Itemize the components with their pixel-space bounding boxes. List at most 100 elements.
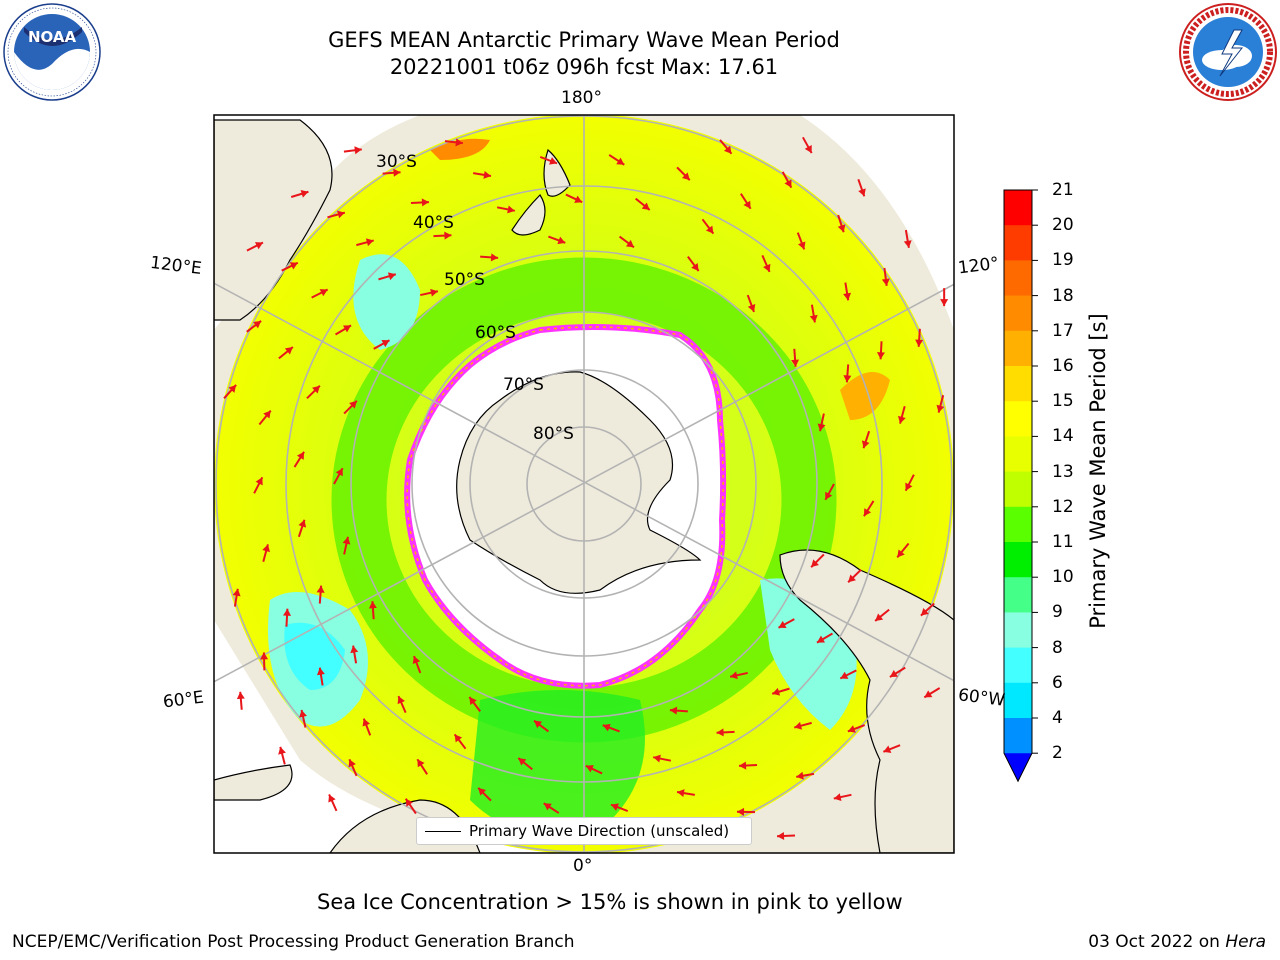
wave-arrow-head [889, 669, 898, 678]
wave-arrow-head [669, 706, 678, 715]
colorbar-tick-label: 11 [1052, 532, 1074, 552]
wave-arrow-head [863, 508, 872, 517]
wave-arrow-head [920, 607, 929, 616]
colorbar-segment [1004, 330, 1032, 367]
wave-arrow-head [784, 179, 792, 188]
wave-arrow-head [335, 468, 343, 477]
wave-arrow-head [625, 239, 634, 248]
wave-arrow-head [337, 210, 345, 219]
madagascar-land [214, 764, 293, 801]
wave-arrow-head [883, 745, 892, 753]
wave-arrow-head [328, 794, 336, 803]
ocean-corner-sw [214, 620, 560, 853]
colorbar-underflow-triangle [1004, 753, 1032, 782]
wave-arrow-head [342, 536, 351, 545]
wave-arrow-head [716, 728, 724, 737]
colorbar-tick-label: 16 [1052, 356, 1074, 376]
colorbar-tick-label: 21 [1052, 180, 1074, 200]
legend-line-swatch [425, 831, 461, 832]
wave-arrow-head [876, 352, 885, 360]
wave-arrow-head [898, 415, 906, 424]
wave-arrow-head [778, 620, 787, 628]
wave-arrow-head [915, 339, 924, 347]
wave-arrow-head [283, 608, 292, 616]
wave-arrow-head [365, 238, 374, 247]
wave-arrow-head [811, 559, 819, 568]
colorbar-segment [1004, 260, 1032, 297]
wave-arrow-head [232, 588, 241, 597]
wave-arrow-head [861, 440, 870, 449]
wave-arrow-head [228, 384, 237, 393]
colorbar [1003, 189, 1038, 783]
colorbar-tick-label: 10 [1052, 567, 1074, 588]
wave-arrow-head [421, 198, 429, 207]
colorbar-segment [1004, 190, 1032, 226]
wave-arrow-head [368, 601, 377, 609]
wave-arrow-head [677, 789, 685, 798]
lat-label-60s: 60°S [475, 323, 516, 343]
wave-arrow-head [602, 723, 611, 732]
colorbar-tick-label: 20 [1052, 215, 1074, 236]
colorbar-outline [1003, 189, 1033, 783]
wave-arrow-head [518, 758, 527, 766]
lon-label-180: 180° [561, 88, 602, 108]
footer-host: Hera [1225, 932, 1266, 952]
wave-arrow-head [393, 168, 401, 177]
australia-land [214, 119, 333, 321]
wave-arrow-head [796, 771, 804, 780]
legend-label: Primary Wave Direction (unscaled) [469, 822, 730, 840]
wave-arrow-head [490, 253, 499, 262]
wave-arrow-head [723, 145, 732, 154]
wave-arrow-head [705, 225, 714, 234]
colorbar-tick-label: 19 [1052, 250, 1074, 271]
nws-logo [1179, 3, 1277, 101]
wave-arrow-head [549, 157, 558, 165]
wave-arrow-head [298, 519, 307, 528]
wave-arrow-head [848, 574, 856, 583]
wave-arrow-head [362, 718, 371, 727]
lon-label-0: 0° [573, 856, 593, 876]
wave-arrow-head [574, 195, 583, 203]
colorbar-tick-label: 4 [1052, 708, 1063, 728]
wave-arrow-head [843, 292, 852, 301]
wave-arrow-head [936, 404, 945, 413]
lat-label-40s: 40°S [413, 213, 454, 233]
colorbar-segment [1004, 295, 1032, 332]
colorbar-tick-label: 8 [1052, 637, 1063, 658]
cyan-patch-tasman [353, 254, 420, 350]
wave-arrow-head [316, 585, 325, 593]
wave-arrow-head [847, 725, 856, 733]
lat-label-80s: 80°S [533, 424, 574, 444]
svg-text:NOAA: NOAA [28, 28, 77, 46]
wave-arrow-head [455, 138, 463, 147]
wave-arrow-head [469, 696, 477, 705]
wave-arrow-head [483, 170, 491, 179]
wave-arrow-head [653, 754, 661, 763]
wave-arrow-head [641, 202, 650, 210]
colorbar-segment [1004, 682, 1032, 719]
footer-date: 03 Oct 2022 on Hera [1088, 932, 1266, 952]
colorbar-segment [1004, 718, 1032, 754]
colorbar-label: Primary Wave Mean Period [s] [1086, 313, 1110, 629]
wave-arrow-head [534, 720, 543, 729]
wave-arrow-head [903, 240, 912, 248]
wave-arrow-head [794, 721, 803, 730]
colorbar-tick-label: 15 [1052, 391, 1074, 412]
wave-arrow-head [875, 613, 884, 621]
map-frame [213, 114, 955, 854]
wave-arrow-head [881, 278, 890, 286]
wave-arrow-head [350, 645, 359, 654]
wave-arrow-head [840, 671, 849, 679]
wave-arrow-head [610, 803, 619, 811]
colorbar-segment [1004, 225, 1032, 261]
wave-arrow-head [312, 385, 320, 394]
new-zealand-land [511, 148, 571, 236]
wave-arrow-head [478, 787, 487, 796]
wave-arrow-head [299, 709, 307, 718]
colorbar-segment [1004, 612, 1032, 649]
wave-arrow-head [833, 793, 842, 802]
colorbar-tick-label: 14 [1052, 426, 1074, 447]
wave-arrow-head [405, 798, 414, 807]
wave-arrow-head [809, 314, 818, 323]
wave-arrow-head [616, 157, 625, 165]
